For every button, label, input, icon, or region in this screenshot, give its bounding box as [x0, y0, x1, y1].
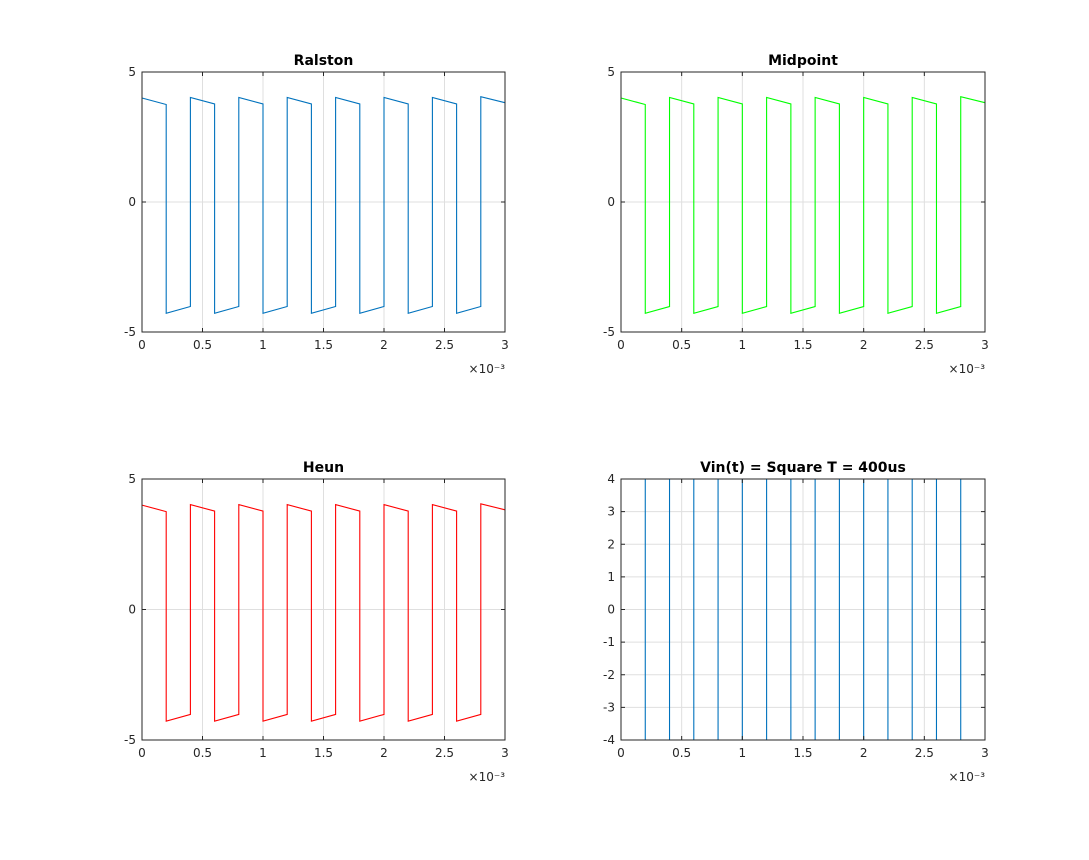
- x-tick-label: 2.5: [435, 746, 454, 760]
- x-tick-label: 0: [138, 338, 146, 352]
- y-tick-label: -3: [603, 700, 615, 714]
- series-line: [141, 503, 506, 722]
- x-tick-label: 0.5: [193, 746, 212, 760]
- x-tick-label: 1: [259, 746, 267, 760]
- x-tick-label: 0: [617, 338, 625, 352]
- chart-title: Ralston: [294, 53, 354, 69]
- x-tick-label: 1: [739, 746, 747, 760]
- x-exponent-label: ×10⁻³: [949, 362, 986, 376]
- x-tick-label: 0.5: [193, 338, 212, 352]
- x-tick-label: 0.5: [672, 338, 691, 352]
- y-tick-label: 1: [607, 570, 615, 584]
- x-tick-label: 3: [981, 746, 989, 760]
- y-tick-label: 2: [607, 537, 615, 551]
- x-tick-label: 1.5: [314, 746, 333, 760]
- x-tick-label: 0.5: [672, 746, 691, 760]
- y-tick-label: 5: [128, 472, 136, 486]
- y-tick-label: -5: [124, 325, 136, 339]
- x-tick-label: 2.5: [915, 338, 934, 352]
- x-exponent-label: ×10⁻³: [949, 770, 986, 784]
- x-tick-label: 3: [981, 338, 989, 352]
- chart-title: Heun: [303, 460, 344, 476]
- y-tick-label: 4: [607, 472, 615, 486]
- x-tick-label: 2: [860, 746, 868, 760]
- y-tick-label: -5: [124, 733, 136, 747]
- x-tick-label: 1.5: [314, 338, 333, 352]
- x-tick-label: 2: [860, 338, 868, 352]
- x-tick-label: 0: [138, 746, 146, 760]
- series-line: [620, 95, 986, 315]
- y-tick-label: 0: [607, 195, 615, 209]
- chart-title: Vin(t) = Square T = 400us: [700, 460, 906, 476]
- x-tick-label: 1: [739, 338, 747, 352]
- x-tick-label: 2.5: [915, 746, 934, 760]
- x-tick-label: 2: [380, 746, 388, 760]
- x-tick-label: 1: [259, 338, 267, 352]
- y-tick-label: 5: [128, 65, 136, 79]
- y-tick-label: -5: [603, 325, 615, 339]
- series-line: [141, 95, 506, 315]
- x-exponent-label: ×10⁻³: [469, 770, 506, 784]
- y-tick-label: -1: [603, 635, 615, 649]
- x-tick-label: 1.5: [793, 746, 812, 760]
- x-tick-label: 1.5: [793, 338, 812, 352]
- chart-title: Midpoint: [768, 53, 838, 69]
- y-tick-label: 0: [128, 603, 136, 617]
- y-tick-label: 3: [607, 505, 615, 519]
- x-tick-label: 2.5: [435, 338, 454, 352]
- y-tick-label: -4: [603, 733, 615, 747]
- x-tick-label: 3: [501, 746, 509, 760]
- x-tick-label: 2: [380, 338, 388, 352]
- y-tick-label: 5: [607, 65, 615, 79]
- x-tick-label: 3: [501, 338, 509, 352]
- vin-axes: 0 0.5 1 1.5 2 2.5 3 -4 -3 -2 -1 0 1 2 3 4 ×10⁻³ Vin(t) = …: [603, 460, 989, 784]
- y-tick-label: 0: [128, 195, 136, 209]
- x-tick-label: 0: [617, 746, 625, 760]
- y-tick-label: 0: [607, 603, 615, 617]
- y-tick-label: -2: [603, 668, 615, 682]
- x-exponent-label: ×10⁻³: [469, 362, 506, 376]
